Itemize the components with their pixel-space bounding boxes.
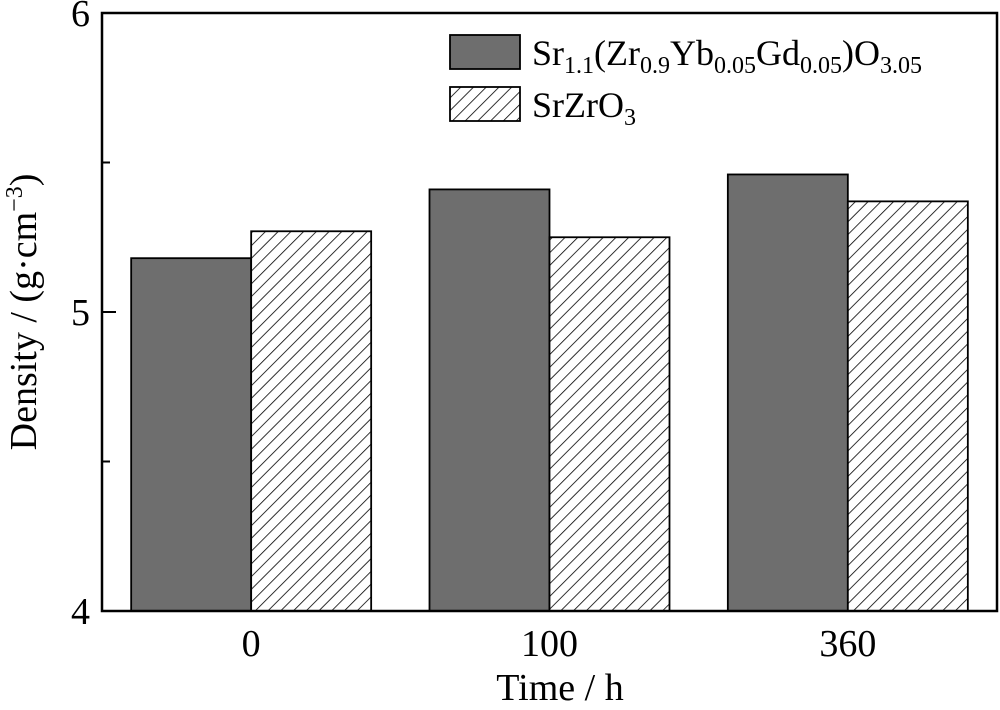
y-tick-label: 6 [71,0,90,35]
legend: Sr1.1(Zr0.9Yb0.05Gd0.05)O3.05 SrZrO3 [449,33,922,131]
legend-label-series-2: SrZrO3 [532,85,636,131]
bar-series-2-0 [250,230,373,612]
x-axis-title: Time / h [496,667,623,709]
bar-series-1-360 [726,173,849,612]
bar-series-1-100 [428,188,551,612]
y-tick-label: 4 [71,591,90,633]
legend-swatch-series-2 [449,86,521,122]
legend-label-series-1: Sr1.1(Zr0.9Yb0.05Gd0.05)O3.05 [532,33,922,79]
bar-series-2-100 [548,236,671,612]
y-axis-title-sup: −3 [2,186,28,212]
y-axis-title: Density / (g·cm−3) [2,174,45,451]
x-tick-label: 360 [819,623,876,665]
y-tick-label: 5 [71,292,90,334]
legend-swatch-series-1 [449,34,521,70]
bars-layer [130,173,969,612]
bar-series-2-360 [846,200,969,612]
x-tick-label: 100 [521,623,578,665]
bar-series-1-0 [130,257,253,612]
x-tick-label: 0 [242,623,261,665]
ticks-layer: 4 5 6 0 100 360 [71,0,876,665]
y-axis-title-main: Density / (g·cm [3,212,45,451]
y-axis-title-close: ) [3,174,45,187]
